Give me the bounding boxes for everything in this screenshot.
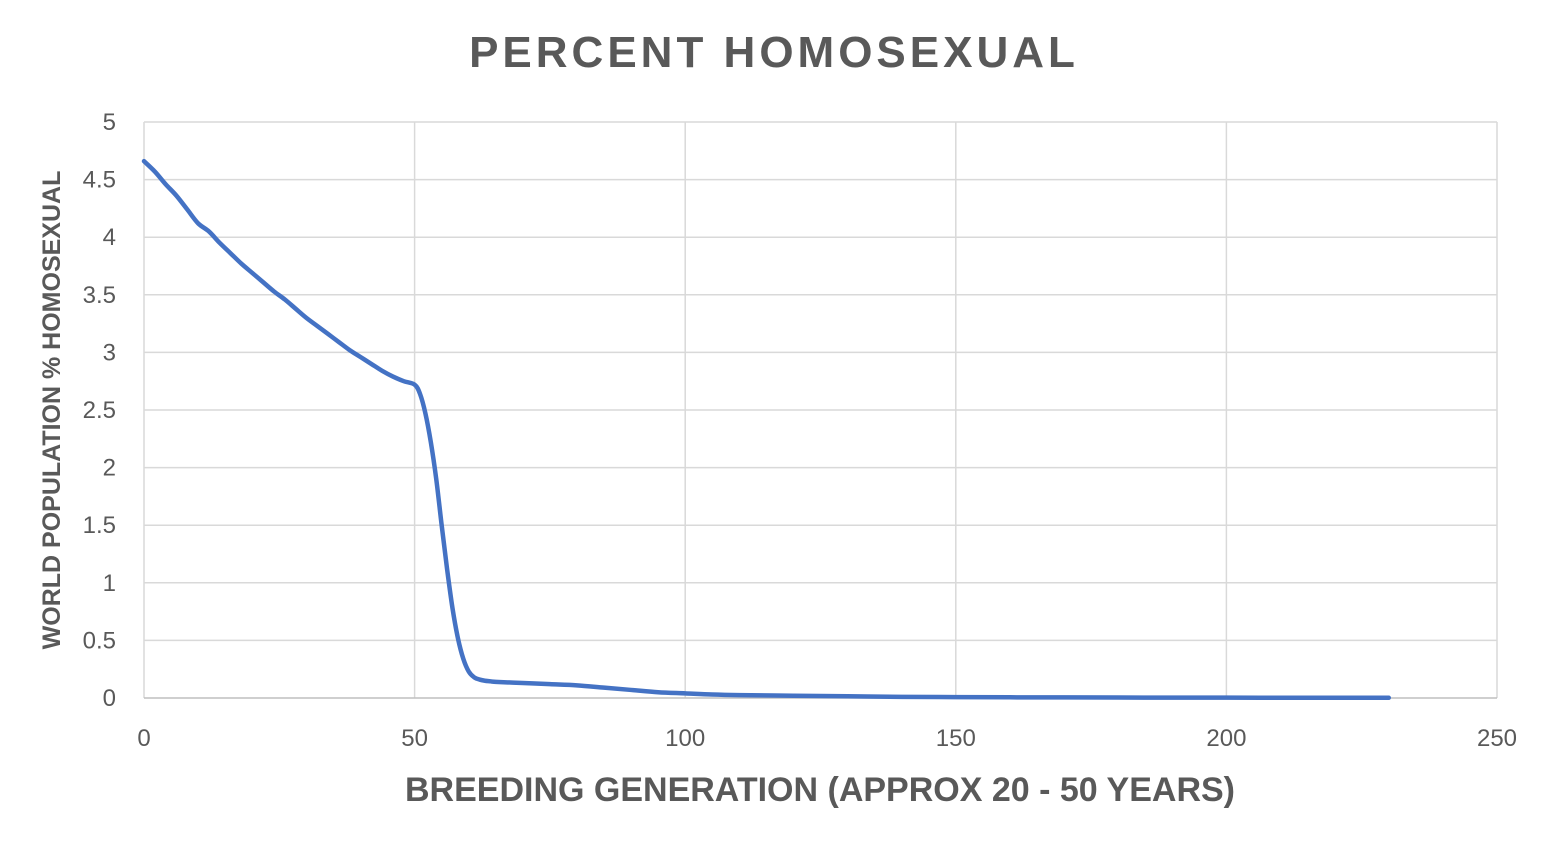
x-tick-label: 50: [401, 725, 428, 752]
y-tick-label: 1: [103, 570, 116, 597]
y-tick-label: 4: [103, 224, 116, 251]
y-tick-label: 5: [103, 109, 116, 136]
y-tick-label: 1.5: [83, 512, 116, 539]
y-tick-labels: 0 0.5 1 1.5 2 2.5 3 3.5 4 4.5 5: [83, 109, 116, 712]
x-tick-label: 0: [137, 725, 150, 752]
y-tick-label: 0.5: [83, 627, 116, 654]
y-tick-label: 3.5: [83, 282, 116, 309]
y-axis-title: WORLD POPULATION % HOMOSEXUAL: [38, 171, 66, 650]
x-tick-label: 200: [1206, 725, 1246, 752]
x-tick-label: 150: [936, 725, 976, 752]
x-tick-labels: 0 50 100 150 200 250: [137, 725, 1517, 752]
x-tick-label: 250: [1477, 725, 1517, 752]
y-tick-label: 0: [103, 685, 116, 712]
series-line: [141, 158, 1392, 701]
y-tick-label: 2: [103, 455, 116, 482]
y-tick-label: 4.5: [83, 167, 116, 194]
y-tick-label: 3: [103, 339, 116, 366]
gridlines: [143, 121, 1498, 698]
x-tick-label: 100: [665, 725, 705, 752]
x-axis-title: BREEDING GENERATION (APPROX 20 - 50 YEAR…: [405, 771, 1235, 809]
y-tick-label: 2.5: [83, 397, 116, 424]
chart-title: PERCENT HOMOSEXUAL: [469, 28, 1079, 77]
series-layer: [141, 158, 1392, 701]
